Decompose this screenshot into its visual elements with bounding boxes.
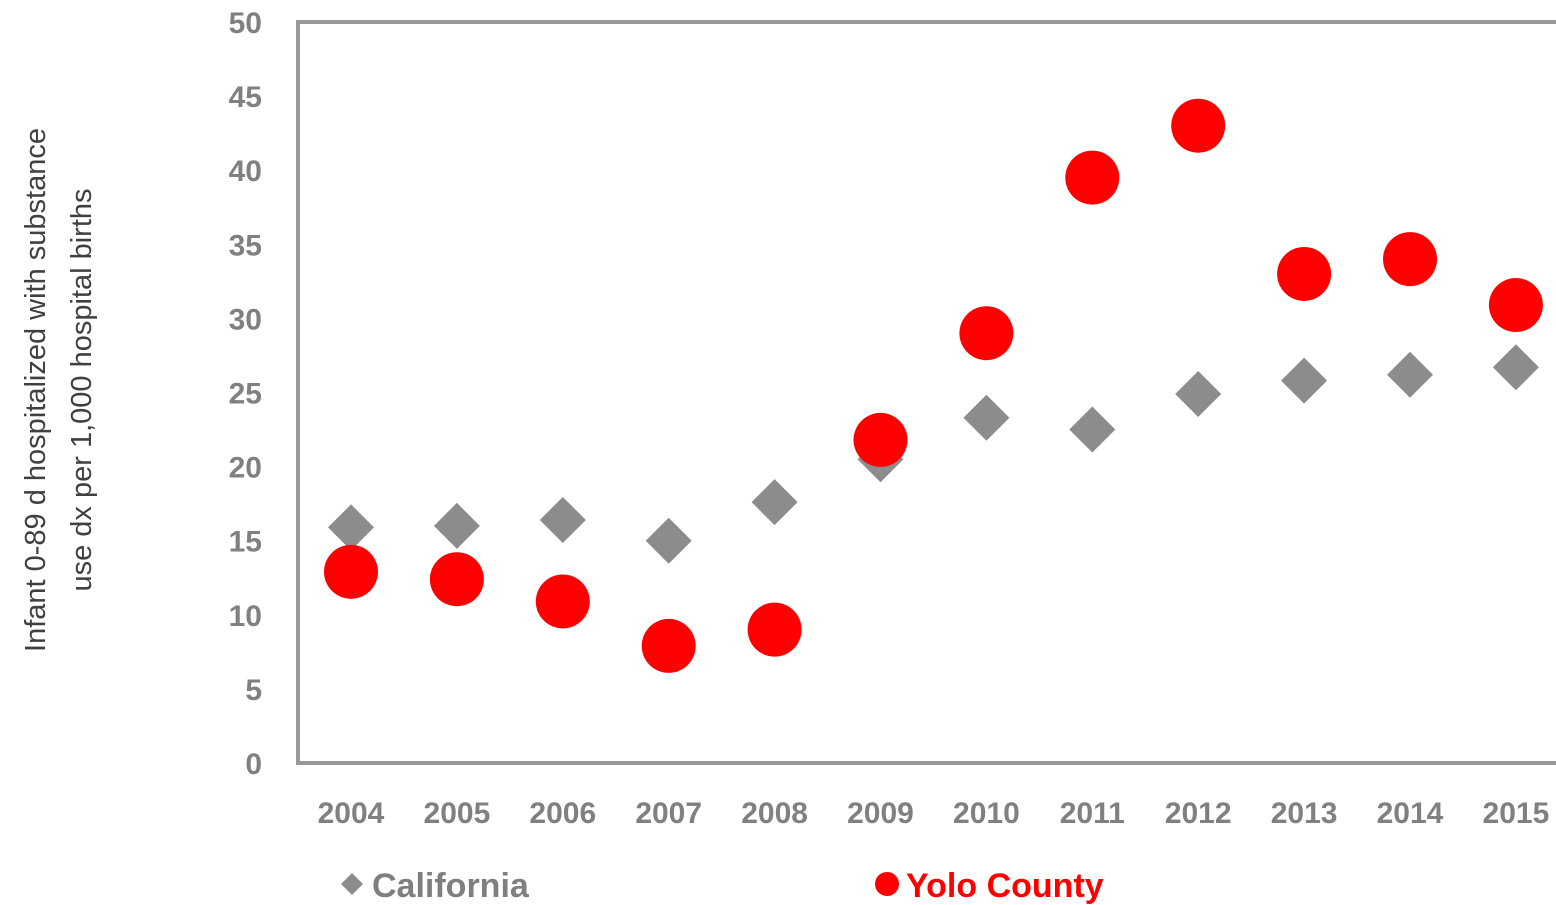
plot-area-frame [298, 22, 1556, 763]
y-axis-title: Infant 0-89 d hospitalized with substanc… [20, 128, 98, 652]
x-tick-label: 2012 [1165, 797, 1232, 830]
legend-item-california[interactable]: California [341, 867, 530, 905]
data-point-circle[interactable] [854, 413, 908, 467]
y-tick-label: 35 [229, 229, 262, 262]
y-tick-label: 45 [229, 81, 262, 114]
y-tick-label: 20 [229, 452, 262, 485]
data-point-circle[interactable] [1065, 151, 1119, 205]
series-layer [324, 99, 1543, 673]
data-point-diamond[interactable] [1281, 358, 1327, 404]
data-point-diamond[interactable] [540, 497, 586, 543]
y-tick-label: 50 [229, 7, 262, 40]
y-tick-label: 15 [229, 526, 262, 559]
data-point-diamond[interactable] [752, 479, 798, 525]
legend-item-yolo-county[interactable]: Yolo County [875, 867, 1104, 905]
x-tick-label: 2004 [318, 797, 385, 830]
x-tick-label: 2014 [1377, 797, 1444, 830]
data-point-circle[interactable] [430, 552, 484, 606]
x-tick-label: 2011 [1060, 797, 1125, 830]
data-point-diamond[interactable] [963, 395, 1009, 441]
data-point-circle[interactable] [1489, 278, 1543, 332]
x-tick-label: 2006 [529, 797, 596, 830]
data-point-circle[interactable] [1383, 232, 1437, 286]
data-point-circle[interactable] [959, 306, 1013, 360]
y-tick-label: 5 [245, 674, 262, 707]
legend-label-california: California [372, 867, 530, 905]
data-point-circle[interactable] [1277, 247, 1331, 301]
legend-label-yolo-county: Yolo County [906, 867, 1104, 905]
legend: California Yolo County [341, 867, 1104, 905]
x-tick-label: 2005 [424, 797, 491, 830]
y-axis-title-line-1: Infant 0-89 d hospitalized with substanc… [20, 128, 52, 652]
series-california [328, 344, 1539, 563]
x-tick-label: 2009 [847, 797, 914, 830]
data-point-diamond[interactable] [1069, 407, 1115, 453]
data-point-diamond[interactable] [646, 518, 692, 564]
data-point-diamond[interactable] [1493, 344, 1539, 390]
legend-diamond-icon [341, 873, 363, 895]
x-axis-ticks: 2004 2005 2006 2007 2008 2009 2010 2011 2012 2013… [318, 797, 1550, 830]
series-yolo-county [324, 99, 1543, 673]
data-point-circle[interactable] [324, 545, 378, 599]
data-point-diamond[interactable] [1175, 371, 1221, 417]
y-tick-label: 10 [229, 600, 262, 633]
legend-circle-icon [875, 872, 899, 896]
y-tick-label: 25 [229, 378, 262, 411]
data-point-circle[interactable] [1171, 99, 1225, 153]
y-axis-title-line-2: use dx per 1,000 hospital births [66, 188, 98, 591]
data-point-diamond[interactable] [434, 503, 480, 549]
y-tick-label: 0 [245, 748, 262, 781]
y-tick-label: 30 [229, 303, 262, 336]
data-point-circle[interactable] [536, 574, 590, 628]
x-tick-label: 2008 [741, 797, 808, 830]
x-tick-label: 2015 [1483, 797, 1550, 830]
x-tick-label: 2013 [1271, 797, 1338, 830]
data-point-diamond[interactable] [1387, 352, 1433, 398]
x-tick-label: 2010 [953, 797, 1020, 830]
data-point-diamond[interactable] [328, 504, 374, 550]
data-point-circle[interactable] [642, 619, 696, 673]
y-axis-ticks: 0 5 10 15 20 25 30 35 40 45 50 [229, 7, 262, 781]
y-tick-label: 40 [229, 155, 262, 188]
data-point-circle[interactable] [748, 603, 802, 657]
x-tick-label: 2007 [635, 797, 702, 830]
